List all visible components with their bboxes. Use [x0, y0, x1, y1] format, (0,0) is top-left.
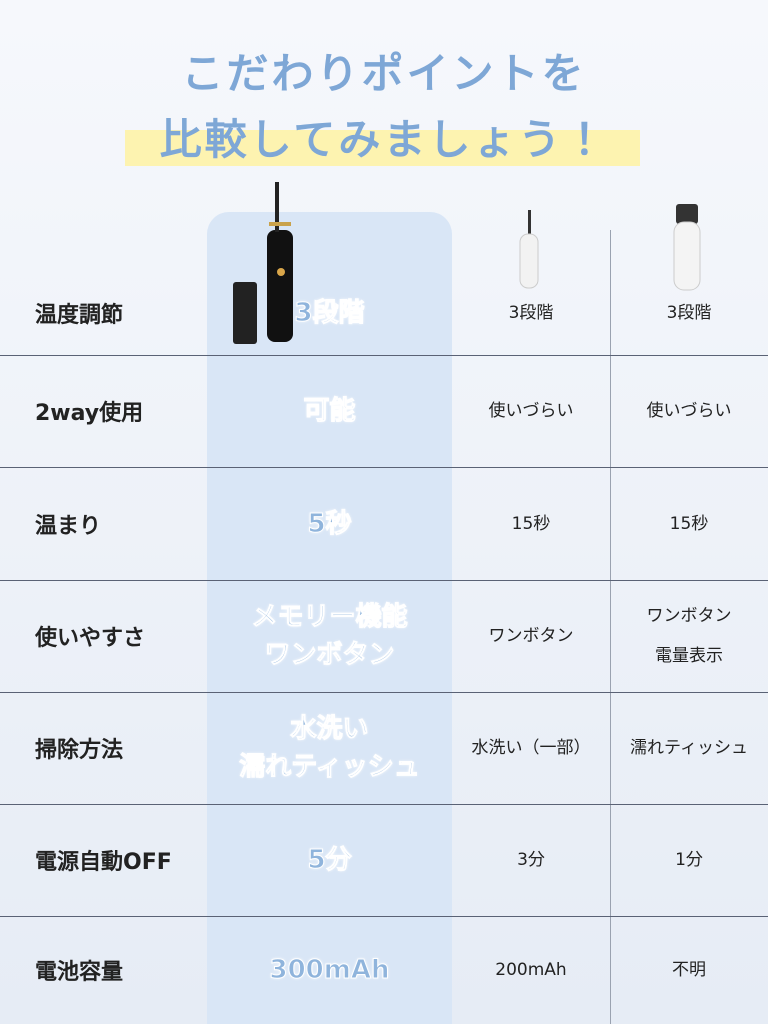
row-divider — [0, 580, 768, 581]
table-cell: 使いづらい — [610, 355, 768, 467]
table-cell: 水洗い濡れティッシュ — [207, 692, 452, 804]
row-divider — [0, 692, 768, 693]
cell-text: 水洗い（一部） — [471, 738, 591, 758]
cell-text: 温まり — [35, 513, 102, 539]
cell-text: 5秒 — [307, 508, 352, 539]
cell-text: 3段階 — [508, 302, 554, 323]
row-divider — [0, 355, 768, 356]
table-cell: 掃除方法 — [35, 692, 215, 804]
cell-text: 電源自動OFF — [35, 850, 172, 875]
table-cell: 300mAh — [207, 916, 452, 1024]
table-cell: 可能 — [207, 355, 452, 467]
cell-text: 濡れティッシュ — [239, 752, 420, 783]
cell-text: 電量表示 — [655, 646, 723, 666]
cell-text: 使いやすさ — [35, 626, 146, 651]
row-divider — [0, 467, 768, 468]
product-image — [519, 210, 539, 289]
table-cell: 電池容量 — [35, 916, 215, 1024]
table-cell: 3分 — [452, 804, 610, 916]
table-cell: 濡れティッシュ — [610, 692, 768, 804]
cell-text: 3段階 — [294, 297, 365, 328]
table-cell: 温まり — [35, 467, 215, 580]
cell-text: 不明 — [672, 960, 706, 980]
table-cell: メモリー機能 ワンボタン — [207, 580, 452, 692]
table-cell: 200mAh — [452, 916, 610, 1024]
title-highlight — [125, 130, 640, 166]
cell-text: 電池容量 — [35, 960, 124, 985]
cell-text: 可能 — [303, 396, 356, 427]
cell-text: 濡れティッシュ — [630, 738, 748, 758]
table-cell: 水洗い（一部） — [452, 692, 610, 804]
table-cell: 5秒 — [207, 467, 452, 580]
title-line: 比較してみましょう！ — [159, 115, 609, 164]
cell-text: 3段階 — [666, 302, 712, 323]
table-cell: ワンボタン 電量表示 — [610, 580, 768, 692]
table-cell: 電源自動OFF — [35, 804, 215, 916]
table-cell: 1分 — [610, 804, 768, 916]
cell-text: 3分 — [517, 850, 545, 870]
cell-text: 15秒 — [669, 513, 709, 534]
cell-text: ワンボタン — [488, 626, 574, 646]
table-cell: 温度調節 — [35, 270, 215, 355]
highlight-column — [207, 212, 452, 1024]
table-cell: 使いやすさ — [35, 580, 215, 692]
cell-text: 温度調節 — [35, 302, 124, 328]
cell-text: 使いづらい — [646, 401, 732, 421]
cell-text: 200mAh — [495, 960, 567, 980]
row-divider — [0, 804, 768, 805]
product-image — [673, 204, 701, 291]
table-cell: 不明 — [610, 916, 768, 1024]
cell-text: 300mAh — [269, 955, 390, 986]
cell-text: ワンボタン — [646, 606, 732, 626]
table-cell: 使いづらい — [452, 355, 610, 467]
table-cell: ワンボタン — [452, 580, 610, 692]
cell-text: 水洗い — [290, 714, 369, 745]
table-cell: 15秒 — [610, 467, 768, 580]
table-cell: 3段階 — [452, 270, 610, 355]
row-divider — [0, 916, 768, 917]
product-image — [233, 182, 293, 344]
cell-text: 15秒 — [511, 513, 551, 534]
cell-text: 5分 — [307, 845, 352, 876]
column-divider — [610, 230, 611, 1024]
table-cell: 15秒 — [452, 467, 610, 580]
table-cell: 2way使用 — [35, 355, 215, 467]
cell-text: 掃除方法 — [35, 738, 124, 763]
cell-text: メモリー機能 — [251, 602, 408, 633]
table-cell: 3段階 — [610, 270, 768, 355]
cell-text: ワンボタン — [264, 640, 395, 671]
cell-text: 1分 — [675, 850, 703, 870]
cell-text: 2way使用 — [35, 401, 144, 426]
cell-text: 使いづらい — [488, 401, 574, 421]
table-cell: 3段階 — [207, 270, 452, 355]
table-cell: 5分 — [207, 804, 452, 916]
title-line: こだわりポイントを — [181, 49, 587, 98]
